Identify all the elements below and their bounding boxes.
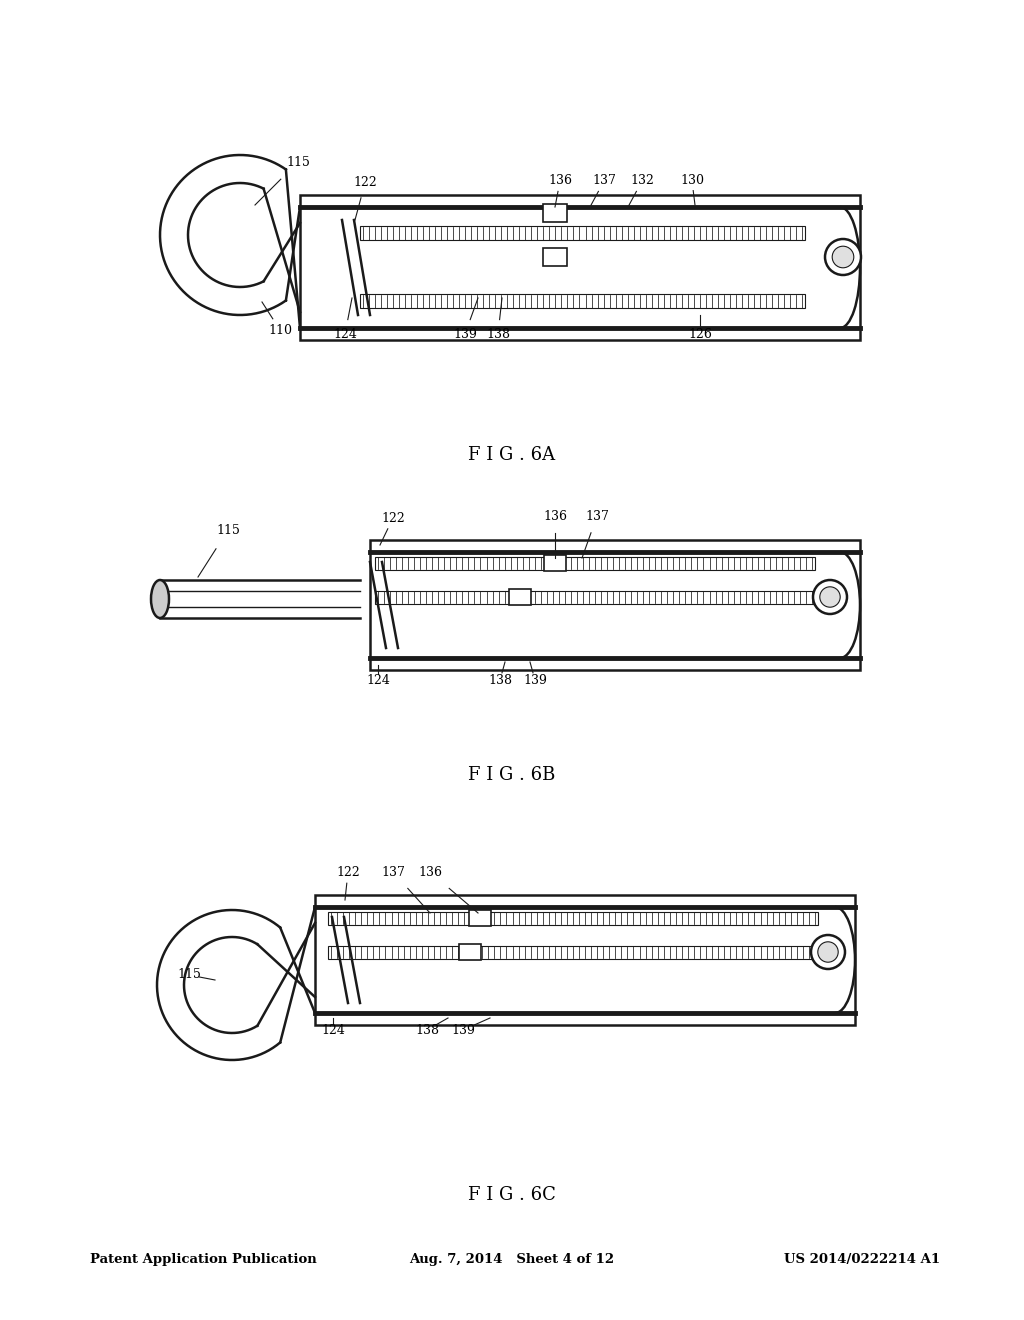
Text: 124: 124 xyxy=(366,673,390,686)
Text: 122: 122 xyxy=(353,177,377,190)
Text: 136: 136 xyxy=(543,510,567,523)
Text: 130: 130 xyxy=(680,174,705,187)
Text: 136: 136 xyxy=(548,174,572,187)
Text: Aug. 7, 2014   Sheet 4 of 12: Aug. 7, 2014 Sheet 4 of 12 xyxy=(410,1253,614,1266)
Text: Patent Application Publication: Patent Application Publication xyxy=(90,1253,316,1266)
Text: 124: 124 xyxy=(322,1023,345,1036)
Bar xyxy=(360,226,805,240)
Text: 137: 137 xyxy=(381,866,404,879)
Circle shape xyxy=(825,239,861,275)
Text: 115: 115 xyxy=(286,156,310,169)
Text: F I G . 6A: F I G . 6A xyxy=(468,446,556,465)
Text: US 2014/0222214 A1: US 2014/0222214 A1 xyxy=(784,1253,940,1266)
Circle shape xyxy=(833,247,854,268)
Circle shape xyxy=(820,587,841,607)
Circle shape xyxy=(818,941,839,962)
Text: 139: 139 xyxy=(451,1023,475,1036)
Text: F I G . 6C: F I G . 6C xyxy=(468,1185,556,1204)
Bar xyxy=(544,554,566,572)
Text: 115: 115 xyxy=(177,969,201,982)
Text: 136: 136 xyxy=(418,866,442,879)
Bar xyxy=(315,895,855,1026)
Text: 138: 138 xyxy=(415,1023,439,1036)
Text: 132: 132 xyxy=(630,174,654,187)
Bar xyxy=(360,294,805,308)
Text: 124: 124 xyxy=(333,327,357,341)
Bar xyxy=(375,590,815,603)
Bar xyxy=(300,195,860,341)
Bar xyxy=(370,540,860,671)
Bar xyxy=(328,945,818,958)
Bar xyxy=(543,205,567,222)
Text: 115: 115 xyxy=(216,524,240,536)
Bar xyxy=(459,944,481,960)
Text: 139: 139 xyxy=(523,673,547,686)
Text: 137: 137 xyxy=(585,510,609,523)
Circle shape xyxy=(813,579,847,614)
Ellipse shape xyxy=(151,579,169,618)
Text: 138: 138 xyxy=(488,673,512,686)
Text: 139: 139 xyxy=(453,327,477,341)
Bar xyxy=(469,909,490,927)
Bar xyxy=(543,248,567,267)
Text: 110: 110 xyxy=(268,323,292,337)
Text: F I G . 6B: F I G . 6B xyxy=(468,766,556,784)
Text: 126: 126 xyxy=(688,327,712,341)
Text: 122: 122 xyxy=(381,511,404,524)
Bar xyxy=(375,557,815,569)
Text: 122: 122 xyxy=(336,866,359,879)
Text: 137: 137 xyxy=(592,174,616,187)
Bar xyxy=(328,912,818,924)
Circle shape xyxy=(811,935,845,969)
Bar xyxy=(509,589,531,605)
Text: 138: 138 xyxy=(486,327,510,341)
